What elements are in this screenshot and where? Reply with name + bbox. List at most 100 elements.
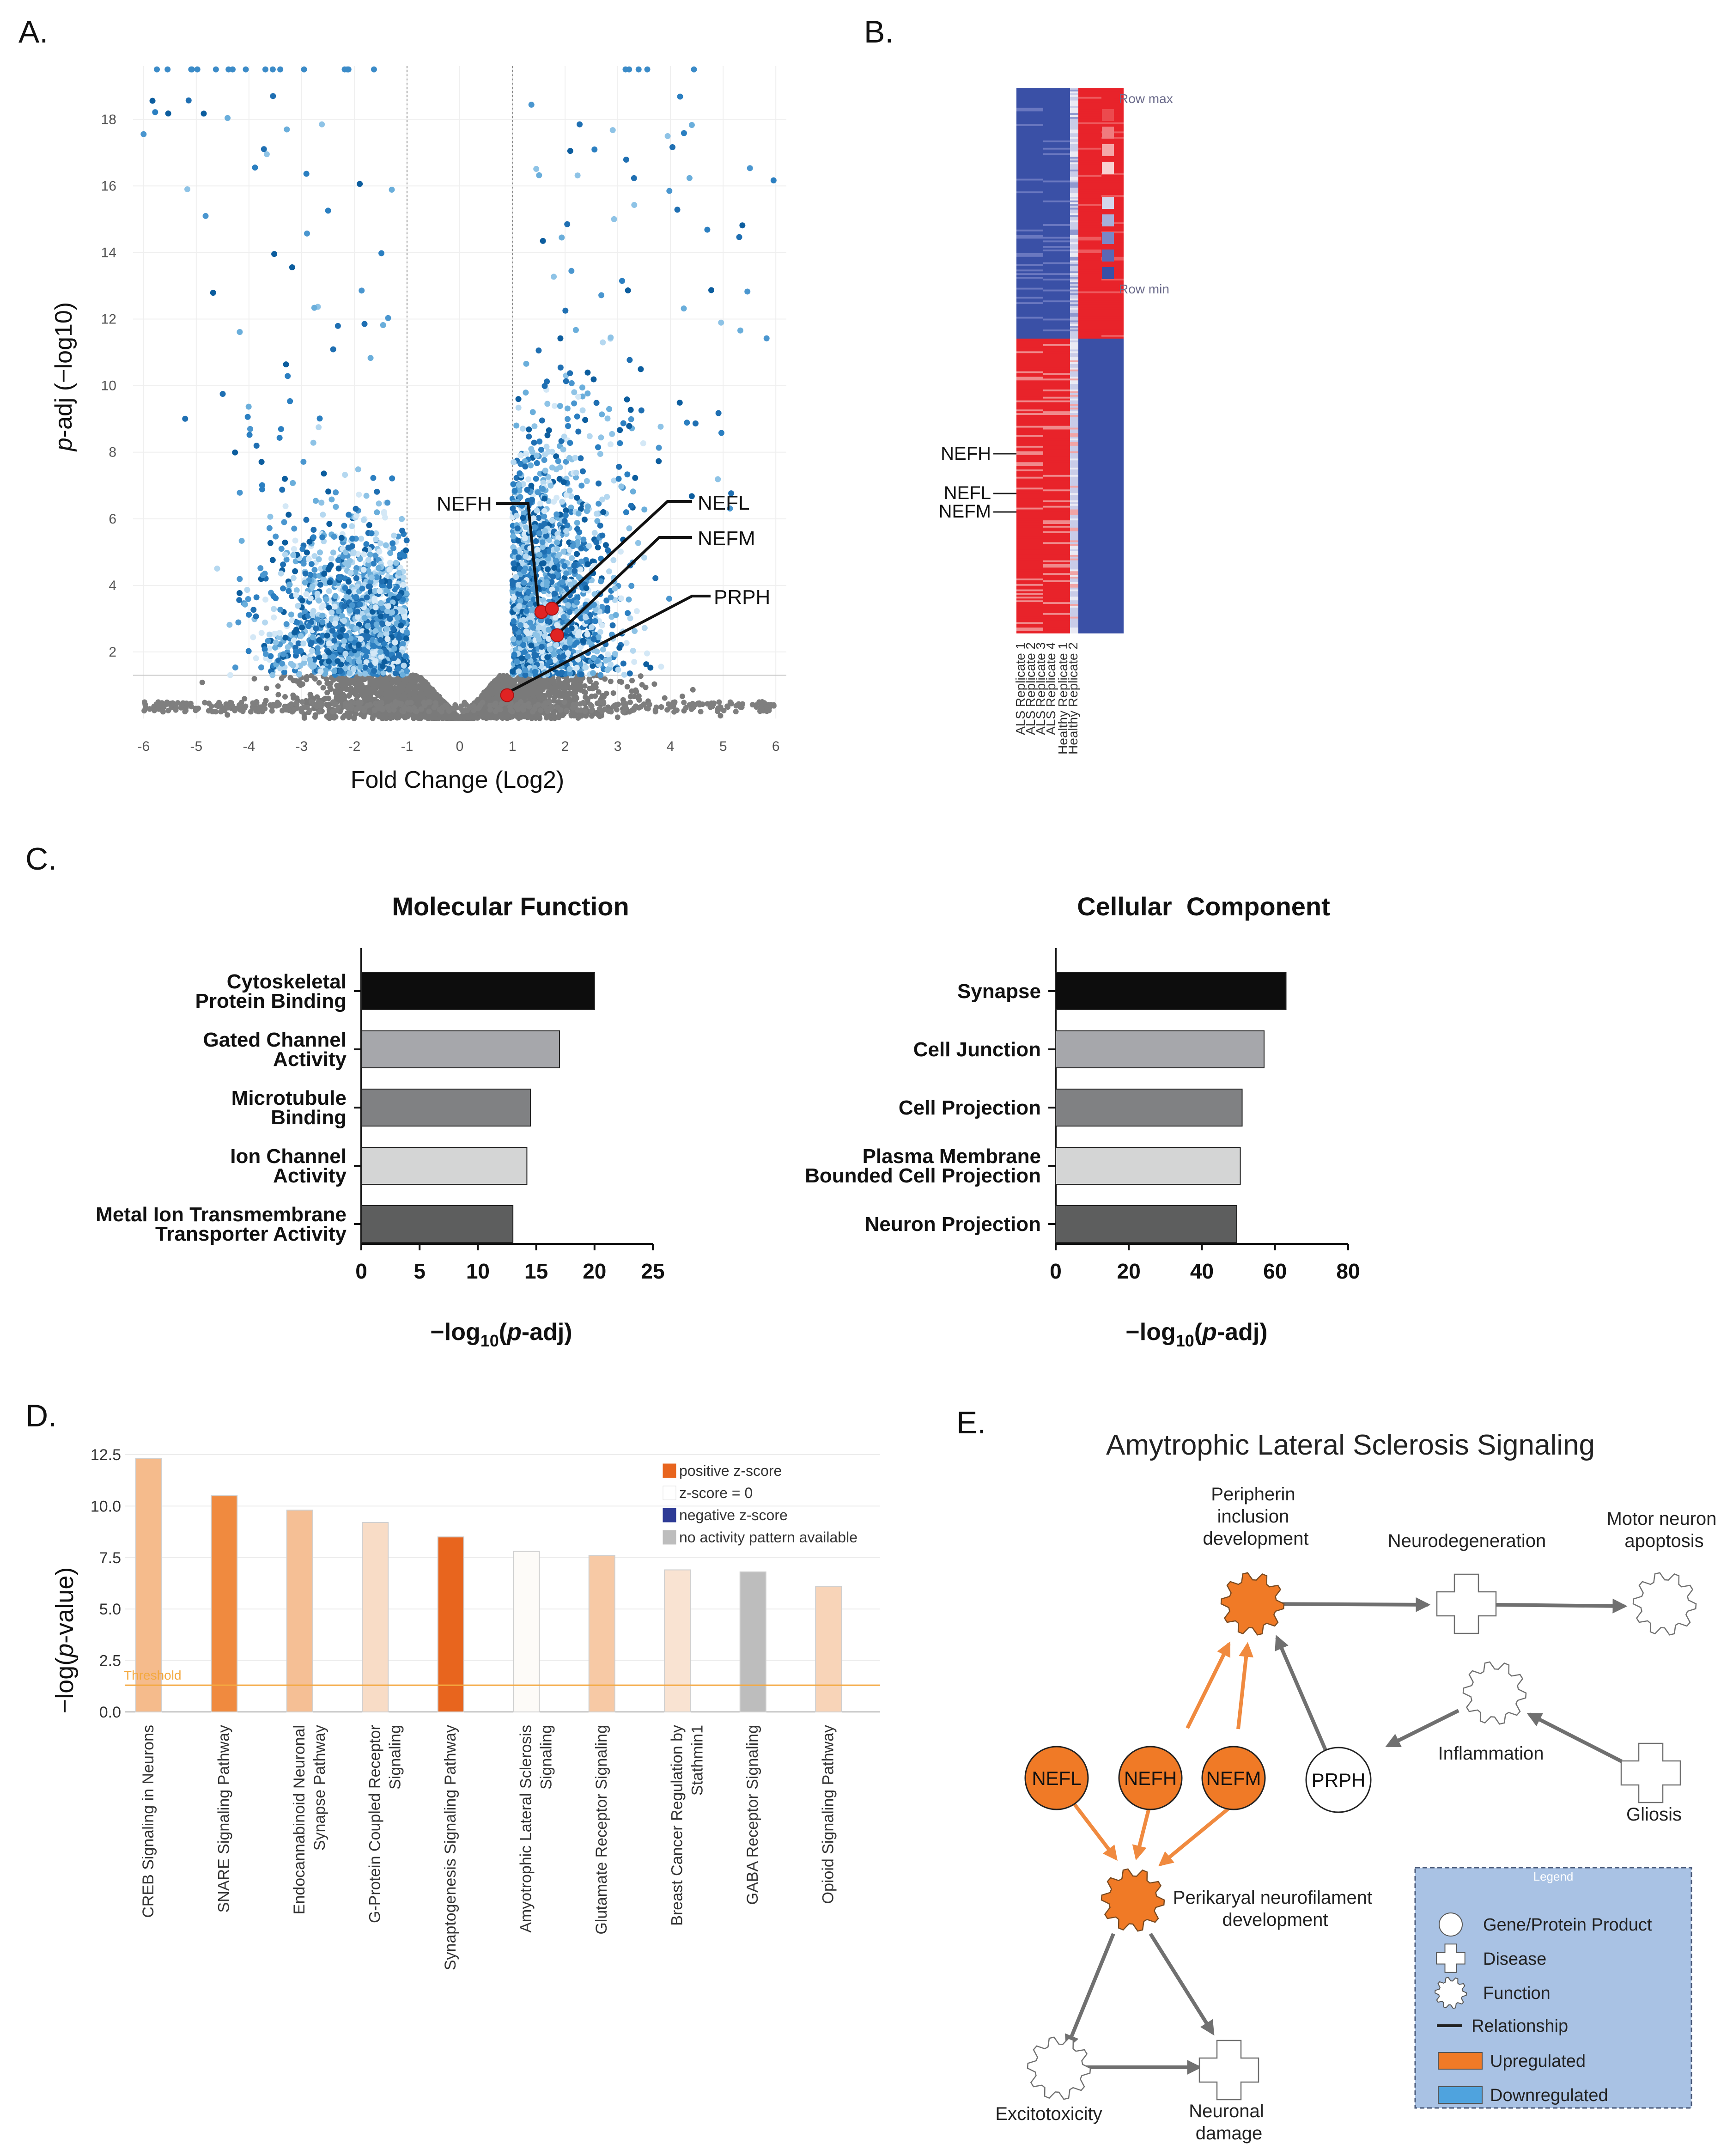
pathway-label: GABA Receptor Signaling bbox=[744, 1725, 761, 1905]
network-edges bbox=[1064, 1597, 1628, 2075]
legend-swatch bbox=[1102, 214, 1114, 226]
legend-swatch bbox=[1102, 109, 1114, 121]
legend-swatch bbox=[1102, 127, 1114, 139]
label-inflammation: Inflammation bbox=[1438, 1743, 1544, 1764]
signaling-network: Amytrophic Lateral Sclerosis Signaling N… bbox=[995, 1429, 1721, 2144]
y-tick-label: 2.5 bbox=[99, 1652, 121, 1670]
gliosis-disease-cross bbox=[1620, 1742, 1681, 1803]
legend-label: negative z-score bbox=[679, 1507, 788, 1523]
y-tick-label: 12 bbox=[101, 312, 116, 327]
pathway-bar bbox=[135, 1458, 162, 1713]
pathway-bar bbox=[362, 1522, 389, 1712]
highlight-point-nefm bbox=[550, 628, 564, 642]
bar bbox=[361, 972, 595, 1010]
pathway-bar bbox=[286, 1510, 313, 1712]
y-axis-label: −log(p-value) bbox=[51, 1567, 79, 1714]
y-tick-label: 12.5 bbox=[91, 1446, 121, 1464]
x-tick-label: 40 bbox=[1190, 1259, 1214, 1283]
pathway-label: Amyotrophic Lateral Sclerosis bbox=[517, 1725, 535, 1933]
category-label: Gated Channel bbox=[203, 1029, 347, 1051]
panel-label-b: B. bbox=[864, 14, 894, 49]
x-tick-label: 80 bbox=[1336, 1259, 1360, 1283]
y-tick-label: 7.5 bbox=[99, 1549, 121, 1567]
legend-label: positive z-score bbox=[679, 1462, 782, 1479]
chart-title: Molecular Function bbox=[392, 892, 629, 921]
gene-label-prph: PRPH bbox=[714, 586, 770, 609]
panel-label-a: A. bbox=[18, 14, 49, 49]
legend-upregulated-swatch bbox=[1438, 2052, 1483, 2070]
legend-label: no activity pattern available bbox=[679, 1529, 857, 1546]
row-label-nefl: NEFL bbox=[944, 483, 991, 503]
gene-label-nefh: NEFH bbox=[437, 493, 492, 515]
category-label: Microtubule bbox=[231, 1087, 347, 1109]
network-title: Amytrophic Lateral Sclerosis Signaling bbox=[1106, 1429, 1595, 1461]
heatmap-column-label: Healthy Replicate 2 bbox=[1066, 642, 1080, 755]
x-axis-label: −log10(p-adj) bbox=[1125, 1319, 1267, 1350]
x-tick-label: -1 bbox=[401, 739, 414, 754]
legend-swatch bbox=[1102, 232, 1114, 244]
heatmap-column-label: ALS Replicate 4 bbox=[1044, 642, 1058, 735]
panel-label-c: C. bbox=[25, 841, 57, 877]
network-legend: Legend Gene/Protein Product Disease Func… bbox=[1414, 1867, 1692, 2109]
category-label: Synapse bbox=[957, 980, 1041, 1003]
heatmap-column-label: ALS Replicate 3 bbox=[1034, 642, 1048, 735]
label-peripherin: Peripherin inclusion development bbox=[1203, 1484, 1308, 1549]
legend-swatch bbox=[1102, 197, 1114, 209]
gene-label-nefl: NEFL bbox=[698, 492, 749, 514]
bar bbox=[1055, 972, 1287, 1010]
x-tick-label: 0 bbox=[456, 739, 464, 754]
category-label: Cell Projection bbox=[899, 1096, 1041, 1119]
legend-item-downregulated: Downregulated bbox=[1490, 2086, 1608, 2105]
heatmap-column-label: ALS Replicate 1 bbox=[1013, 642, 1028, 735]
y-tick-label: 10.0 bbox=[91, 1498, 121, 1515]
gene-node-nefm bbox=[1201, 1746, 1266, 1810]
pathway-label: Glutamate Receptor Signaling bbox=[593, 1725, 610, 1935]
legend-swatch bbox=[1102, 144, 1114, 156]
y-tick-label: 4 bbox=[109, 578, 116, 593]
y-axis-label: p-adj (−log10) bbox=[50, 302, 77, 452]
x-tick-label: 60 bbox=[1263, 1259, 1287, 1283]
legend-swatch bbox=[663, 1463, 676, 1478]
gene-label-nefl: NEFL bbox=[1032, 1767, 1081, 1789]
pathway-bar bbox=[739, 1571, 766, 1712]
category-label: Activity bbox=[273, 1164, 347, 1187]
x-tick-label: 0 bbox=[1050, 1259, 1062, 1283]
category-label: Neuron Projection bbox=[865, 1213, 1041, 1236]
pathway-bar bbox=[664, 1569, 691, 1712]
gene-label-nefm: NEFM bbox=[1206, 1767, 1261, 1789]
legend-label: z-score = 0 bbox=[679, 1485, 753, 1501]
y-tick-label: 18 bbox=[101, 112, 116, 127]
pathway-label: Synapse Pathway bbox=[311, 1725, 328, 1851]
panel-label-d: D. bbox=[25, 1398, 57, 1433]
neurodegeneration-disease-cross bbox=[1436, 1573, 1497, 1634]
row-label-nefm: NEFM bbox=[939, 501, 991, 522]
x-axis-label: −log10(p-adj) bbox=[430, 1319, 572, 1350]
pathway-bar bbox=[437, 1536, 464, 1712]
label-neuronal-damage: Neuronal damage bbox=[1189, 2101, 1269, 2144]
legend-item-relationship: Relationship bbox=[1472, 2016, 1568, 2036]
gene-node-nefl bbox=[1024, 1746, 1089, 1810]
x-tick-label: 5 bbox=[719, 739, 727, 754]
x-tick-label: 5 bbox=[414, 1259, 426, 1283]
y-tick-label: 10 bbox=[101, 378, 116, 394]
legend-gene-icon bbox=[1439, 1912, 1463, 1937]
gene-label-nefm: NEFM bbox=[698, 527, 755, 550]
pathway-bar bbox=[815, 1586, 842, 1712]
apoptosis-function-gear bbox=[1632, 1572, 1697, 1636]
x-tick-label: 15 bbox=[524, 1259, 548, 1283]
x-tick-label: 0 bbox=[355, 1259, 367, 1283]
chart-title: Cellular Component bbox=[1077, 892, 1330, 921]
pathway-label: CREB Signaling in Neurons bbox=[140, 1725, 157, 1918]
canonical-pathways-chart: 0.0 2.5 5.0 7.5 10.0 12.5 CREB Signaling in Ne… bbox=[51, 1446, 880, 1970]
pathway-label: Signaling bbox=[386, 1725, 404, 1790]
x-tick-label: 20 bbox=[1117, 1259, 1141, 1283]
y-tick-label: 6 bbox=[109, 512, 116, 527]
legend-swatch bbox=[663, 1508, 676, 1523]
y-tick-label: 5.0 bbox=[99, 1601, 121, 1618]
pathway-bar bbox=[211, 1495, 238, 1712]
gene-label-prph: PRPH bbox=[1312, 1769, 1366, 1791]
legend-swatch bbox=[1102, 250, 1114, 262]
label-apoptosis: Motor neuron apoptosis bbox=[1606, 1509, 1721, 1551]
y-tick-label: 14 bbox=[101, 245, 116, 260]
x-tick-label: 25 bbox=[641, 1259, 664, 1283]
